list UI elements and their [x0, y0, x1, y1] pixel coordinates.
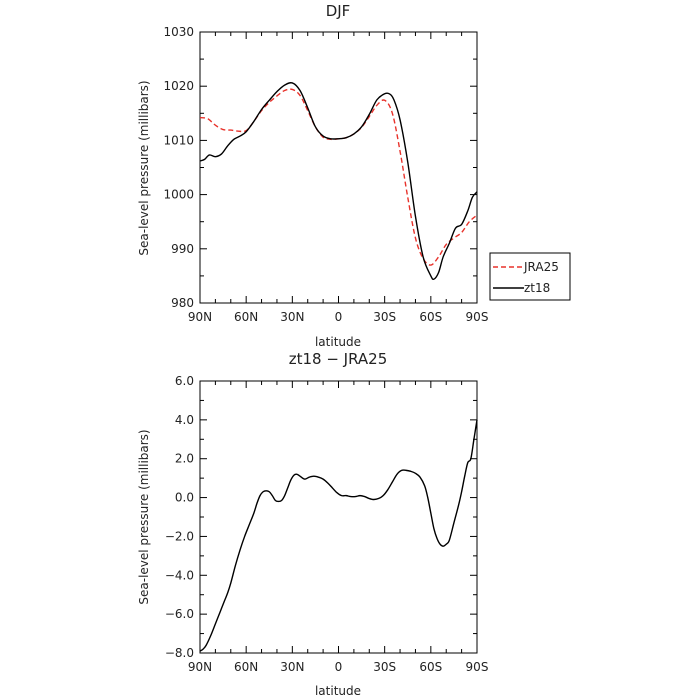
top-xtick-label: 0 — [335, 310, 343, 324]
bottom-xtick-label: 90S — [466, 660, 489, 674]
top-chart-xlabel: latitude — [315, 335, 361, 349]
top-xtick-label: 90S — [466, 310, 489, 324]
top-ytick-label: 990 — [171, 242, 194, 256]
top-chart-panel: DJF 90N 60N 30N 0 30S 60S 90S 980 990 1000 1010 102… — [137, 2, 571, 349]
top-chart-plot-frame — [199, 31, 478, 304]
top-ytick-label: 1000 — [163, 188, 194, 202]
legend-box — [489, 252, 571, 301]
top-ytick-label: 1030 — [163, 25, 194, 39]
bottom-xtick-label: 0 — [335, 660, 343, 674]
bottom-series-line-difference — [199, 419, 478, 652]
bottom-chart-ticks: 90N 60N 30N 0 30S 60S 90S −8.0 −6.0 −4.0 −2.0 0.0 2.… — [165, 374, 489, 674]
bottom-chart-plot-frame — [199, 380, 478, 654]
top-chart-ticks: 90N 60N 30N 0 30S 60S 90S 980 990 1000 1010 1020 103… — [163, 25, 488, 324]
top-xtick-label: 60S — [419, 310, 442, 324]
top-series-line-jra25 — [199, 88, 478, 266]
bottom-ytick-label: 4.0 — [175, 413, 194, 427]
legend-label-zt18: zt18 — [524, 281, 550, 295]
bottom-xtick-label: 60N — [234, 660, 258, 674]
bottom-xtick-label: 90N — [188, 660, 212, 674]
bottom-ytick-label: −8.0 — [165, 646, 194, 660]
top-ytick-label: 1020 — [163, 79, 194, 93]
bottom-ytick-label: −2.0 — [165, 529, 194, 543]
bottom-ytick-label: −6.0 — [165, 607, 194, 621]
top-chart-series — [199, 82, 478, 281]
top-chart-ylabel: Sea-level pressure (millibars) — [137, 80, 151, 255]
bottom-ytick-label: 2.0 — [175, 452, 194, 466]
bottom-ytick-label: 6.0 — [175, 374, 194, 388]
bottom-xtick-label: 30N — [280, 660, 304, 674]
bottom-xtick-label: 30S — [373, 660, 396, 674]
legend-label-jra25: JRA25 — [523, 260, 559, 274]
top-chart-title: DJF — [326, 2, 351, 20]
bottom-chart-title: zt18 − JRA25 — [289, 350, 388, 368]
top-xtick-label: 90N — [188, 310, 212, 324]
top-chart-legend: JRA25 zt18 — [489, 252, 571, 301]
top-ytick-label: 980 — [171, 296, 194, 310]
bottom-chart-ylabel: Sea-level pressure (millibars) — [137, 429, 151, 604]
bottom-chart-xlabel: latitude — [315, 684, 361, 698]
top-xtick-label: 30N — [280, 310, 304, 324]
bottom-chart-series — [199, 419, 478, 652]
bottom-chart-panel: zt18 − JRA25 90N 60N 30N 0 30S 60S 90S −8.0 −6.0… — [137, 350, 488, 698]
bottom-ytick-label: 0.0 — [175, 491, 194, 505]
top-ytick-label: 1010 — [163, 133, 194, 147]
top-xtick-label: 30S — [373, 310, 396, 324]
top-xtick-label: 60N — [234, 310, 258, 324]
bottom-ytick-label: −4.0 — [165, 568, 194, 582]
top-series-line-zt18 — [199, 82, 478, 281]
bottom-xtick-label: 60S — [419, 660, 442, 674]
